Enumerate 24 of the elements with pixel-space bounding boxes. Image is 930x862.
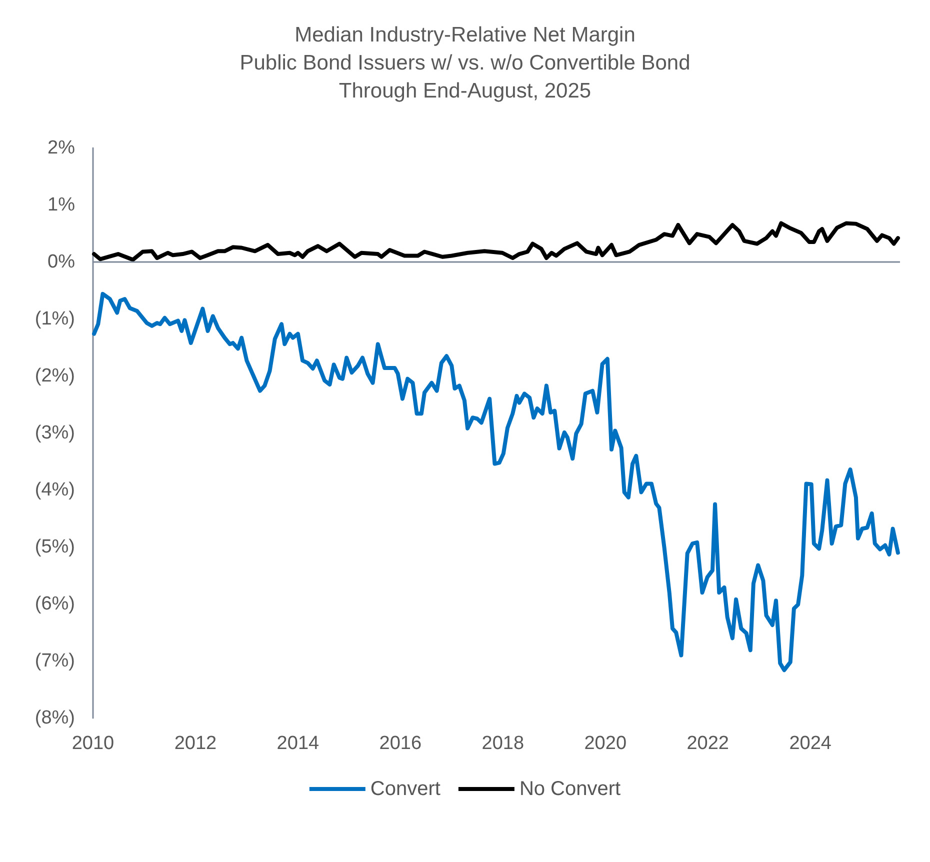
x-tick-label: 2018 — [482, 733, 524, 754]
y-tick-label: 1% — [48, 194, 76, 216]
y-tick-label: (1%) — [34, 308, 75, 330]
line-series — [92, 221, 900, 262]
x-tick-label: 2022 — [686, 733, 729, 754]
legend-label: Convert — [370, 778, 441, 800]
line-series — [92, 292, 900, 672]
y-tick-label: (2%) — [34, 366, 75, 386]
y-tick-label: (3%) — [34, 422, 75, 444]
y-tick-label: 0% — [48, 252, 76, 272]
y-tick-label: (6%) — [34, 594, 75, 614]
x-tick-label: 2012 — [174, 733, 217, 754]
y-tick-label: (7%) — [34, 650, 75, 672]
chart-title: Median Industry-Relative Net Margin Public Bond Issuers w/ vs. w/o Convertible Bond Through End-August, 2025 — [240, 24, 690, 102]
y-tick-label: (4%) — [34, 480, 75, 500]
x-tick-label: 2016 — [379, 733, 422, 754]
x-tick-label: 2014 — [276, 733, 320, 754]
x-tick-label: 2024 — [789, 733, 832, 754]
y-tick-label: 2% — [48, 138, 76, 158]
y-tick-label: (8%) — [34, 708, 75, 728]
legend-label: No Convert — [519, 778, 622, 800]
x-tick-label: 2020 — [584, 733, 627, 754]
x-tick-label: 2010 — [72, 733, 114, 754]
y-tick-label: (5%) — [34, 536, 75, 558]
